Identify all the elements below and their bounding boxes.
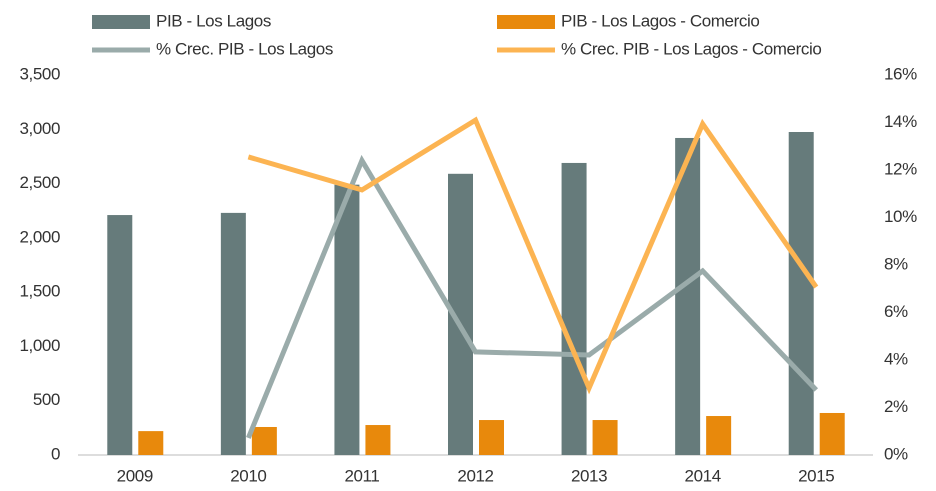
x-tick-label: 2012 — [457, 466, 493, 485]
y2-tick-label: 2% — [884, 397, 908, 416]
bar — [819, 412, 845, 455]
line — [246, 154, 819, 439]
legend-swatch — [92, 15, 150, 29]
legend-label: PIB - Los Lagos - Comercio — [561, 11, 759, 30]
bar — [365, 425, 391, 455]
y-tick-label: 3,500 — [19, 64, 60, 83]
y-tick-label: 1,500 — [19, 282, 60, 301]
legend-label: % Crec. PIB - Los Lagos — [156, 39, 333, 58]
bar — [251, 426, 277, 455]
y2-tick-label: 4% — [884, 349, 908, 368]
y-tick-label: 2,500 — [19, 173, 60, 192]
x-tick-label: 2014 — [685, 466, 721, 485]
y2-tick-label: 8% — [884, 254, 908, 273]
x-tick-label: 2010 — [230, 466, 266, 485]
bar — [107, 215, 133, 455]
y-tick-label: 2,000 — [19, 227, 60, 246]
bar — [675, 137, 701, 455]
legend-label: PIB - Los Lagos — [156, 11, 271, 30]
y2-tick-label: 16% — [884, 64, 917, 83]
line — [247, 116, 819, 395]
x-tick-label: 2015 — [798, 466, 834, 485]
x-tick-label: 2009 — [117, 466, 153, 485]
y-tick-label: 500 — [33, 390, 60, 409]
y2-tick-label: 0% — [884, 444, 908, 463]
y-tick-label: 3,000 — [19, 119, 60, 138]
y2-tick-label: 6% — [884, 302, 908, 321]
bar — [138, 431, 164, 455]
bar — [706, 416, 732, 455]
x-tick-label: 2011 — [344, 466, 379, 485]
bar — [788, 132, 814, 455]
y2-tick-label: 14% — [884, 112, 917, 131]
legend-swatch — [497, 15, 555, 29]
bar — [561, 162, 587, 455]
bar — [479, 420, 504, 455]
bar — [220, 212, 246, 455]
bar — [592, 420, 618, 455]
y2-tick-label: 12% — [884, 159, 917, 178]
y-tick-label: 1,000 — [19, 336, 60, 355]
y-tick-label: 0 — [51, 444, 60, 463]
bar — [334, 184, 360, 455]
legend-label: % Crec. PIB - Los Lagos - Comercio — [561, 39, 821, 58]
x-tick-label: 2013 — [571, 466, 607, 485]
y2-tick-label: 10% — [884, 207, 917, 226]
